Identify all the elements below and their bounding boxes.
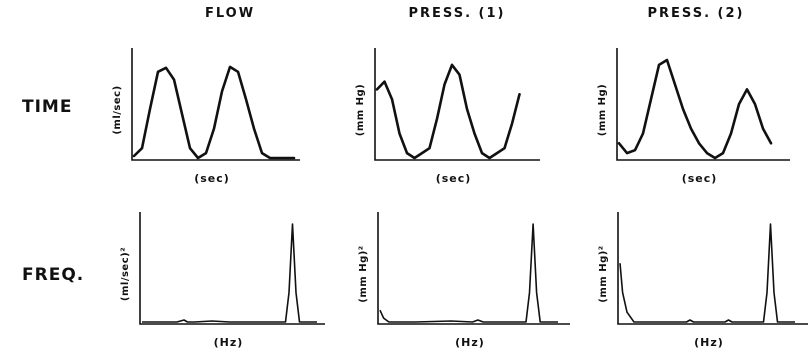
panel-2-x-axis-label: (sec) <box>436 172 472 185</box>
panel-2-y-axis-label: (mm Hg) <box>355 84 366 137</box>
panel-5-axes <box>377 212 570 325</box>
panel-6-x-axis-label: (Hz) <box>694 336 724 349</box>
panel-1-series-line <box>132 65 296 160</box>
panel-4-axes <box>139 212 325 325</box>
panel-5-y-axis-label: (mm Hg)² <box>358 245 369 302</box>
panel-1-y-axis-label: (ml/sec) <box>112 85 123 134</box>
panel-6-axes <box>617 212 808 325</box>
panel-6-series-line <box>619 223 795 323</box>
panel-3-x-axis-label: (sec) <box>682 172 718 185</box>
panel-3-axes <box>616 48 790 161</box>
panel-4-y-axis-label: (ml/sec)² <box>120 247 131 301</box>
panel-5-x-axis-label: (Hz) <box>455 336 485 349</box>
row-label-freq: FREQ. <box>22 265 85 285</box>
column-title-press-1: PRESS. (1) <box>408 6 506 21</box>
panel-3-series-line <box>617 58 773 160</box>
panel-1-x-axis-label: (sec) <box>194 172 230 185</box>
column-title-flow: FLOW <box>204 6 256 21</box>
panel-2-axes <box>374 48 540 161</box>
panel-4-series-line <box>142 223 317 323</box>
panel-6-y-axis-label: (mm Hg)² <box>598 245 609 302</box>
panel-5-series-line <box>379 223 558 323</box>
column-title-press-2: PRESS. (2) <box>647 6 745 21</box>
panel-2-series-line <box>375 63 521 160</box>
row-label-time: TIME <box>22 97 73 117</box>
panel-1-axes <box>131 48 300 161</box>
panel-4-x-axis-label: (Hz) <box>214 336 244 349</box>
panel-3-y-axis-label: (mm Hg) <box>597 84 608 137</box>
